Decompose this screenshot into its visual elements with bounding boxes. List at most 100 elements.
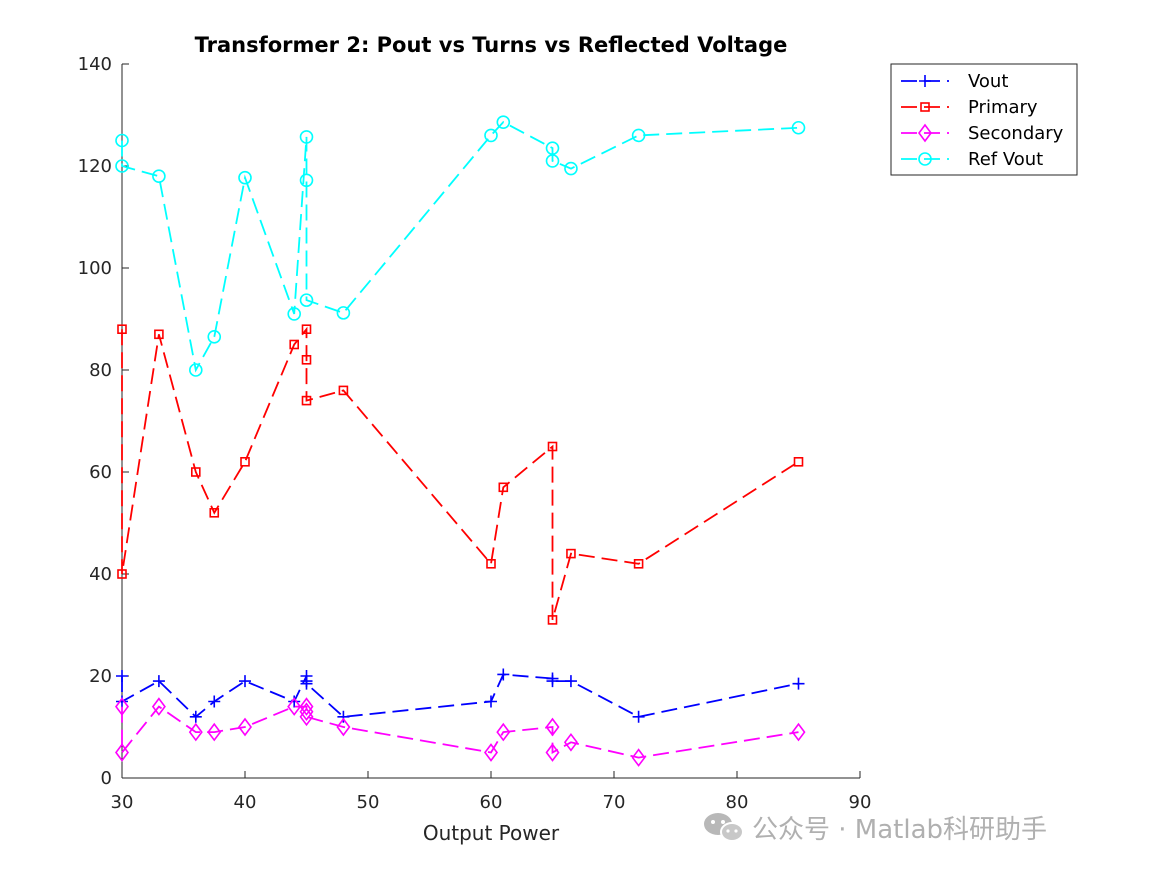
data-point [497, 668, 510, 681]
y-tick-label: 40 [89, 564, 112, 585]
data-point [209, 507, 220, 518]
series-primary [117, 324, 804, 625]
x-tick-label: 70 [603, 792, 626, 813]
data-point [287, 307, 302, 321]
legend-label: Secondary [968, 123, 1064, 144]
data-point [496, 115, 511, 129]
x-tick-label: 80 [726, 792, 749, 813]
series-line [121, 673, 799, 719]
data-point [546, 675, 559, 688]
data-point [152, 675, 165, 688]
legend: Vout Primary Secondary Ref Vout [890, 63, 1078, 176]
data-point [189, 710, 202, 723]
series-line [121, 326, 799, 621]
data-point [207, 722, 222, 742]
legend-box [890, 63, 1078, 176]
x-tick-label: 40 [234, 792, 257, 813]
legend-item: Secondary [901, 123, 1064, 144]
data-point [299, 173, 314, 188]
data-point [289, 339, 300, 350]
data-point [336, 306, 351, 320]
data-point [116, 670, 128, 682]
data-point [633, 558, 644, 569]
data-point [498, 482, 509, 493]
data-point [207, 330, 222, 344]
x-axis-label: Output Power [423, 821, 560, 845]
data-point [631, 748, 646, 767]
series-ref-vout [115, 115, 806, 377]
y-tick-label: 100 [78, 258, 112, 279]
data-point [115, 133, 129, 148]
data-point [117, 569, 127, 579]
data-point [547, 441, 558, 452]
data-point [793, 456, 804, 467]
data-point [632, 710, 645, 723]
legend-label: Ref Vout [968, 149, 1043, 170]
data-point [301, 395, 312, 406]
data-point [239, 675, 251, 688]
data-point [152, 169, 166, 183]
data-point [191, 467, 201, 477]
data-point [115, 743, 129, 762]
series-vout [116, 668, 805, 723]
data-point [337, 710, 350, 723]
data-point [545, 717, 560, 737]
data-point [564, 675, 577, 688]
chart-title: Transformer 2: Pout vs Turns vs Reflecte… [195, 33, 788, 57]
data-point [791, 722, 806, 742]
data-point [336, 717, 351, 737]
data-point [299, 702, 314, 722]
data-point [791, 120, 806, 135]
legend-label: Primary [968, 97, 1038, 118]
wechat-icon [704, 813, 744, 842]
data-point [299, 293, 314, 307]
data-point [189, 363, 203, 377]
x-tick-label: 50 [357, 792, 380, 813]
data-point [154, 329, 164, 340]
watermark-text: 公众号 · Matlab科研助手 [752, 815, 1047, 845]
series-line [121, 705, 799, 759]
y-tick-label: 0 [101, 768, 112, 789]
data-point [496, 722, 511, 742]
legend-item: Primary [901, 97, 1038, 118]
data-point [151, 697, 166, 716]
data-point [566, 548, 576, 559]
data-point [563, 732, 578, 752]
legend-marker [918, 152, 932, 166]
data-point [299, 130, 314, 144]
data-point [117, 324, 127, 335]
data-point [240, 456, 250, 467]
legend-item: Ref Vout [901, 149, 1043, 170]
data-point [115, 159, 129, 173]
data-point [484, 743, 498, 762]
data-point [338, 385, 349, 396]
x-tick-label: 30 [111, 792, 134, 813]
series-line [121, 120, 799, 373]
legend-marker [918, 123, 932, 143]
watermark: 公众号 · Matlab科研助手 [704, 813, 1047, 845]
data-point [188, 722, 203, 742]
data-point [486, 558, 496, 569]
data-point [299, 697, 314, 716]
data-point [300, 677, 313, 690]
legend-label: Vout [968, 71, 1008, 92]
data-point [547, 615, 558, 625]
legend-item: Vout [901, 71, 1008, 92]
data-point [631, 128, 646, 143]
data-point [115, 697, 129, 716]
y-tick-label: 140 [78, 54, 112, 75]
data-point [301, 354, 312, 365]
data-point [208, 695, 221, 708]
x-tick-label: 90 [849, 792, 872, 813]
y-tick-label: 60 [89, 462, 112, 483]
data-point [484, 128, 498, 143]
data-point [545, 154, 560, 168]
data-point [564, 161, 578, 176]
axes: 30 40 50 60 70 80 90 0 20 40 60 80 100 120 140 [78, 54, 872, 813]
data-point [238, 717, 252, 737]
x-tick-label: 60 [480, 792, 503, 813]
y-tick-label: 20 [89, 666, 112, 687]
series-secondary [115, 697, 806, 767]
data-point [545, 743, 560, 762]
